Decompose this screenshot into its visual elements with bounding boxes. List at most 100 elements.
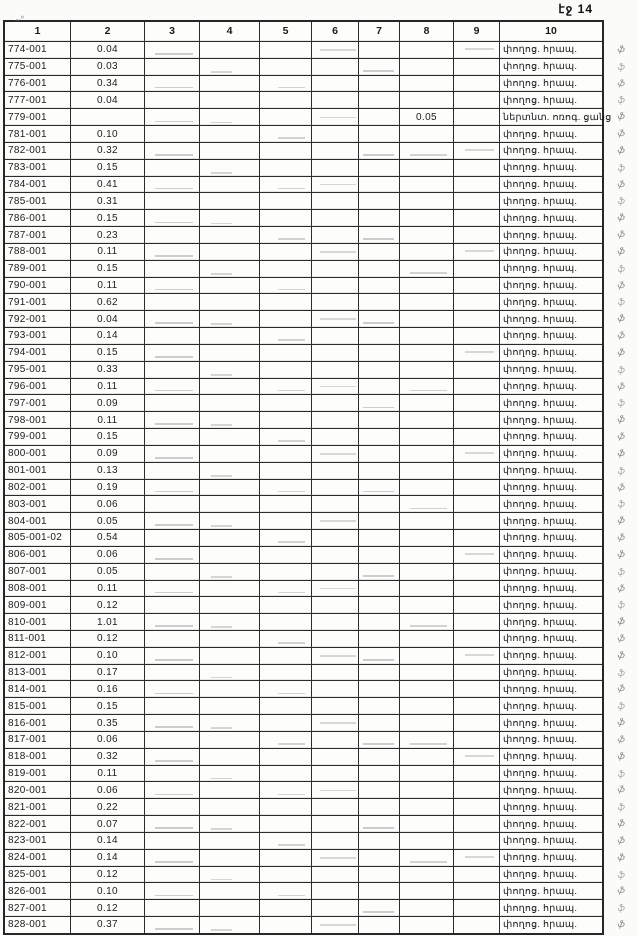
cell-col7 (359, 210, 400, 227)
cell-col8-value (400, 782, 454, 799)
cell-note: փողոց. հրապ. (503, 431, 578, 443)
cell-col6 (312, 328, 359, 344)
cell-col4 (200, 580, 260, 597)
cell-col7 (359, 546, 400, 563)
table-row: 796-001 0.11 փողոց. հրապ. ֆ (5, 377, 625, 395)
cell-col7 (359, 496, 400, 513)
cell-note: փողոց. հրապ. (503, 465, 578, 477)
cell-col9 (454, 159, 500, 176)
cell-col4 (200, 294, 260, 311)
cell-col3 (145, 126, 200, 142)
cell-note: փողոց. հրապ. (503, 162, 578, 174)
table-row: 775-001 0.03 փողոց. հրապ. ֆ (5, 57, 625, 75)
cell-col3 (145, 816, 200, 832)
cell-col3 (145, 832, 200, 849)
table-row: 797-001 0.09 փողոց. հրապ. ֆ (5, 394, 625, 412)
cell-col6 (312, 731, 359, 748)
column-header-2: 2 (71, 22, 145, 41)
cell-col7 (359, 647, 400, 664)
cell-col4 (200, 227, 260, 243)
cell-col9 (454, 614, 500, 630)
cell-note: ներտնտ. ոռոգ. ցանց (503, 111, 612, 123)
column-header-7: 7 (359, 22, 400, 41)
margin-mark: ֆ (616, 834, 626, 846)
margin-mark: ֆ (616, 364, 625, 376)
cell-col6 (312, 429, 359, 445)
cell-id: 793-001 (5, 328, 71, 344)
cell-note: փողոց. հրապ. (503, 633, 578, 645)
cell-col4 (200, 142, 260, 159)
cell-note: փողոց. հրապ. (503, 751, 578, 763)
cell-col4 (200, 546, 260, 563)
cell-col8-value (400, 614, 454, 630)
cell-id: 822-001 (5, 816, 71, 832)
table-row: 788-001 0.11 փողոց. հրապ. ֆ (5, 242, 625, 260)
cell-col5 (260, 849, 312, 866)
table-row: 790-001 0.11 փողոց. հրապ. ֆ (5, 276, 625, 294)
cell-col5 (260, 92, 312, 109)
cell-value: 0.23 (71, 227, 145, 243)
margin-mark: ֆ (616, 700, 625, 712)
cell-col4 (200, 193, 260, 210)
cell-col8-value (400, 580, 454, 597)
margin-mark: ֆ (616, 514, 626, 526)
cell-col9 (454, 866, 500, 883)
cell-id: 785-001 (5, 193, 71, 210)
cell-id: 779-001 (5, 109, 71, 126)
cell-col6 (312, 92, 359, 109)
cell-id: 782-001 (5, 142, 71, 159)
cell-col4 (200, 260, 260, 277)
cell-col5 (260, 765, 312, 782)
cell-col5 (260, 344, 312, 361)
cell-col8-value (400, 92, 454, 109)
margin-mark: ֆ (616, 95, 625, 106)
cell-col3 (145, 614, 200, 630)
cell-value: 0.11 (71, 243, 145, 260)
cell-col6 (312, 580, 359, 597)
cell-col9 (454, 92, 500, 109)
cell-col8-value (400, 277, 454, 294)
cell-col4 (200, 597, 260, 614)
cell-col6 (312, 277, 359, 294)
cell-value: 0.41 (71, 176, 145, 193)
cell-col6 (312, 75, 359, 92)
cell-col5 (260, 799, 312, 816)
margin-mark: ֆ (616, 733, 626, 745)
cell-col7 (359, 866, 400, 883)
cell-value: 0.35 (71, 715, 145, 731)
cell-col5 (260, 917, 312, 933)
cell-col6 (312, 193, 359, 210)
cell-col3 (145, 395, 200, 412)
cell-col9 (454, 530, 500, 546)
cell-col8-value (400, 193, 454, 210)
cell-col6 (312, 715, 359, 731)
cell-id: 814-001 (5, 681, 71, 698)
cell-col8-value (400, 832, 454, 849)
cell-id: 818-001 (5, 748, 71, 765)
cell-col4 (200, 765, 260, 782)
cell-col9 (454, 580, 500, 597)
margin-mark: ֆ (616, 884, 626, 897)
cell-col3 (145, 647, 200, 664)
table-row: 821-001 0.22 փողոց. հրապ. ֆ (5, 798, 625, 816)
cell-col8-value (400, 412, 454, 429)
data-table: ~° 1 2 3 4 5 6 7 8 9 10 774-001 0.04 փողոց. հրապ. ֆ 7… (3, 14, 625, 935)
cell-id: 777-001 (5, 92, 71, 109)
cell-note: փողոց. հրապ. (503, 919, 578, 931)
cell-col4 (200, 799, 260, 816)
cell-col7 (359, 630, 400, 647)
cell-id: 775-001 (5, 58, 71, 75)
cell-value: 0.05 (71, 513, 145, 530)
cell-col7 (359, 900, 400, 917)
cell-col3 (145, 412, 200, 429)
cell-value: 0.32 (71, 142, 145, 159)
margin-mark: ֆ (616, 398, 625, 409)
cell-col3 (145, 159, 200, 176)
cell-note: փողոց. հրապ. (503, 195, 578, 207)
cell-col5 (260, 126, 312, 142)
cell-col6 (312, 412, 359, 429)
cell-col4 (200, 109, 260, 126)
cell-col8-value (400, 227, 454, 243)
page-number: էջ 14 (558, 2, 593, 16)
